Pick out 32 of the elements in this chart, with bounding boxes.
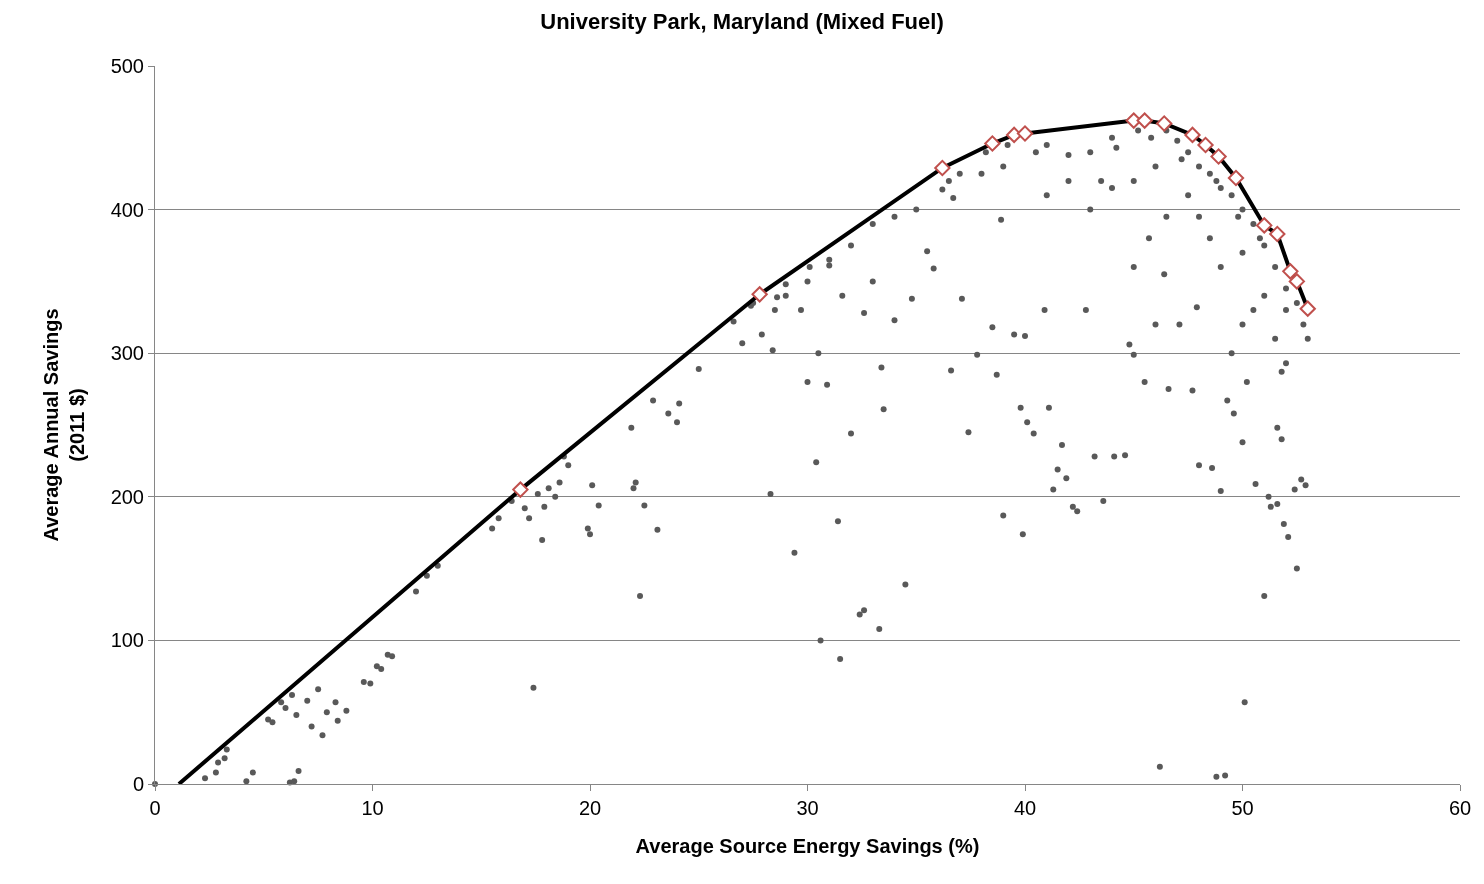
point xyxy=(1156,115,1173,132)
x-axis-title: Average Source Energy Savings (%) xyxy=(635,834,980,857)
point xyxy=(1227,169,1245,187)
x-tick-label: 40 xyxy=(1013,797,1037,819)
y-tick-label: 100 xyxy=(110,629,144,652)
x-tick-label: 50 xyxy=(1231,797,1254,819)
point xyxy=(1197,136,1214,154)
x-tick-label: 10 xyxy=(361,797,384,819)
point xyxy=(512,481,529,498)
x-tick-label: 30 xyxy=(796,797,819,819)
y-tick-label: 400 xyxy=(110,198,144,221)
point xyxy=(1288,273,1306,290)
point xyxy=(1184,126,1201,144)
point xyxy=(1136,112,1153,129)
x-tick-label: 0 xyxy=(149,797,161,819)
point xyxy=(751,286,768,303)
point xyxy=(1282,263,1299,280)
y-tick-label: 200 xyxy=(110,485,144,508)
chart-title: University Park, Maryland (Mixed Fuel) xyxy=(540,8,944,34)
point xyxy=(934,159,951,177)
y-tick-label: 500 xyxy=(110,55,144,77)
point xyxy=(984,135,1001,152)
point xyxy=(1016,125,1034,142)
point xyxy=(1256,217,1273,234)
x-tick-label: 60 xyxy=(1448,797,1472,819)
point xyxy=(1299,300,1316,317)
y-tick-label: 300 xyxy=(110,342,144,365)
x-tick-label: 20 xyxy=(578,797,602,819)
y-tick-label: 0 xyxy=(132,773,144,795)
point xyxy=(1269,225,1286,243)
point xyxy=(1210,148,1227,165)
y-axis-title: Average Annual Savings (2011 $) xyxy=(40,308,89,542)
